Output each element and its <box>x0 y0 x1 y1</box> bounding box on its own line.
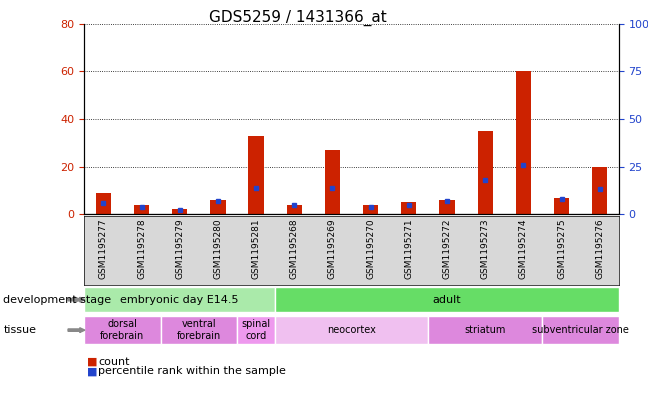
Text: GDS5259 / 1431366_at: GDS5259 / 1431366_at <box>209 10 387 26</box>
Text: dorsal
forebrain: dorsal forebrain <box>100 320 145 341</box>
Bar <box>84 287 275 312</box>
Text: GSM1195277: GSM1195277 <box>99 218 108 279</box>
Text: striatum: striatum <box>465 325 506 335</box>
Text: percentile rank within the sample: percentile rank within the sample <box>98 366 286 376</box>
Text: ventral
forebrain: ventral forebrain <box>177 320 221 341</box>
Text: subventricular zone: subventricular zone <box>532 325 629 335</box>
Text: GSM1195268: GSM1195268 <box>290 218 299 279</box>
Text: GSM1195275: GSM1195275 <box>557 218 566 279</box>
Text: GSM1195269: GSM1195269 <box>328 218 337 279</box>
Text: GSM1195270: GSM1195270 <box>366 218 375 279</box>
Text: GSM1195281: GSM1195281 <box>251 218 260 279</box>
Text: ■: ■ <box>87 366 98 376</box>
Text: embryonic day E14.5: embryonic day E14.5 <box>121 295 239 305</box>
Bar <box>516 71 531 214</box>
Bar <box>275 287 619 312</box>
Bar <box>428 316 542 344</box>
Text: count: count <box>98 356 130 367</box>
Bar <box>210 200 226 214</box>
Bar <box>134 205 149 214</box>
Bar <box>325 150 340 214</box>
Bar <box>401 202 417 214</box>
Text: GSM1195273: GSM1195273 <box>481 218 490 279</box>
Bar <box>592 167 607 214</box>
Text: GSM1195274: GSM1195274 <box>519 218 528 279</box>
Bar <box>172 209 187 214</box>
Bar <box>554 198 569 214</box>
Text: adult: adult <box>433 295 461 305</box>
Text: GSM1195271: GSM1195271 <box>404 218 413 279</box>
Bar <box>542 316 619 344</box>
Text: ■: ■ <box>87 356 98 367</box>
Bar <box>363 205 378 214</box>
Text: spinal
cord: spinal cord <box>242 320 271 341</box>
Text: neocortex: neocortex <box>327 325 376 335</box>
Bar <box>275 316 428 344</box>
Text: GSM1195276: GSM1195276 <box>596 218 604 279</box>
Bar <box>478 131 493 214</box>
Bar <box>84 316 161 344</box>
Bar <box>248 136 264 214</box>
Bar <box>439 200 455 214</box>
Text: tissue: tissue <box>3 325 36 335</box>
Bar <box>96 193 111 214</box>
Text: GSM1195280: GSM1195280 <box>213 218 222 279</box>
Text: GSM1195272: GSM1195272 <box>443 218 452 279</box>
Bar <box>237 316 275 344</box>
Text: development stage: development stage <box>3 295 111 305</box>
Bar <box>286 205 302 214</box>
Text: GSM1195278: GSM1195278 <box>137 218 146 279</box>
Bar <box>161 316 237 344</box>
Text: GSM1195279: GSM1195279 <box>175 218 184 279</box>
